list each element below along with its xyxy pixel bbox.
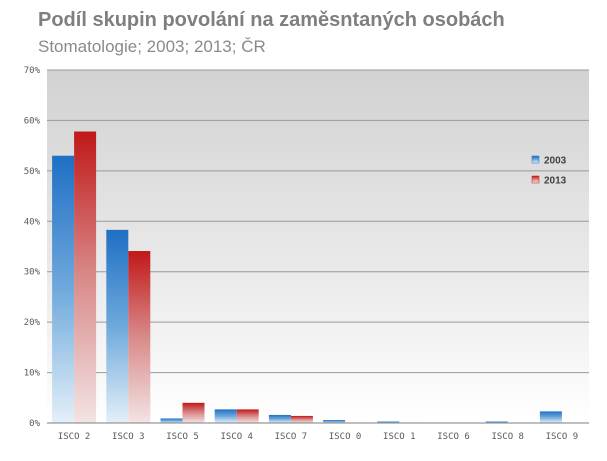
x-tick-label: ISCO 0 [329, 432, 362, 442]
legend-label-2003: 2003 [544, 156, 567, 167]
x-tick-label: ISCO 4 [220, 432, 253, 442]
chart-subtitle: Stomatologie; 2003; 2013; ČR [38, 37, 266, 56]
y-tick-label: 40% [24, 217, 41, 227]
bar-2003-isco-3 [106, 229, 129, 423]
bar-2003-isco-0 [323, 419, 346, 423]
y-tick-label: 20% [24, 318, 41, 328]
y-tick-label: 0% [29, 419, 40, 429]
x-tick-label: ISCO 2 [58, 432, 91, 442]
y-tick-label: 30% [24, 268, 41, 278]
chart-title: Podíl skupin povolání na zaměsntaných os… [38, 9, 505, 31]
y-tick-label: 50% [24, 167, 41, 177]
legend: 2003 2013 [531, 155, 567, 187]
bar-2013-isco-4 [236, 409, 259, 423]
bar-2013-isco-5 [182, 402, 205, 423]
legend-swatch-2013 [531, 175, 540, 184]
x-tick-label: ISCO 8 [491, 432, 524, 442]
x-tick-label: ISCO 7 [275, 432, 308, 442]
y-tick-label: 10% [24, 369, 41, 379]
bar-2013-isco-3 [128, 251, 151, 423]
x-axis-ticks: ISCO 2 ISCO 3 ISCO 5 ISCO 4 ISCO 7 ISCO 0 ISCO… [58, 432, 578, 442]
x-tick-label: ISCO 3 [112, 432, 145, 442]
legend-label-2013: 2013 [544, 176, 567, 187]
bar-2003-isco-8 [485, 421, 508, 423]
legend-swatch-2003 [531, 155, 540, 164]
bar-2003-isco-2 [52, 155, 75, 423]
x-tick-label: ISCO 9 [546, 432, 579, 442]
y-tick-label: 70% [24, 66, 41, 76]
bar-2003-isco-4 [214, 409, 237, 423]
x-tick-label: ISCO 6 [437, 432, 470, 442]
y-axis-ticks: 0% 10% 20% 30% 40% 50% 60% 70% [24, 66, 41, 429]
bar-2013-isco-2 [74, 131, 97, 423]
bar-2003-isco-1 [377, 421, 400, 423]
bar-2013-isco-7 [290, 415, 313, 423]
bar-2003-isco-5 [160, 418, 183, 423]
x-tick-label: ISCO 5 [166, 432, 199, 442]
bar-2003-isco-7 [268, 414, 291, 423]
x-tick-label: ISCO 1 [383, 432, 416, 442]
bars [52, 131, 562, 423]
y-tick-label: 60% [24, 116, 41, 126]
bar-2003-isco-9 [539, 411, 562, 423]
